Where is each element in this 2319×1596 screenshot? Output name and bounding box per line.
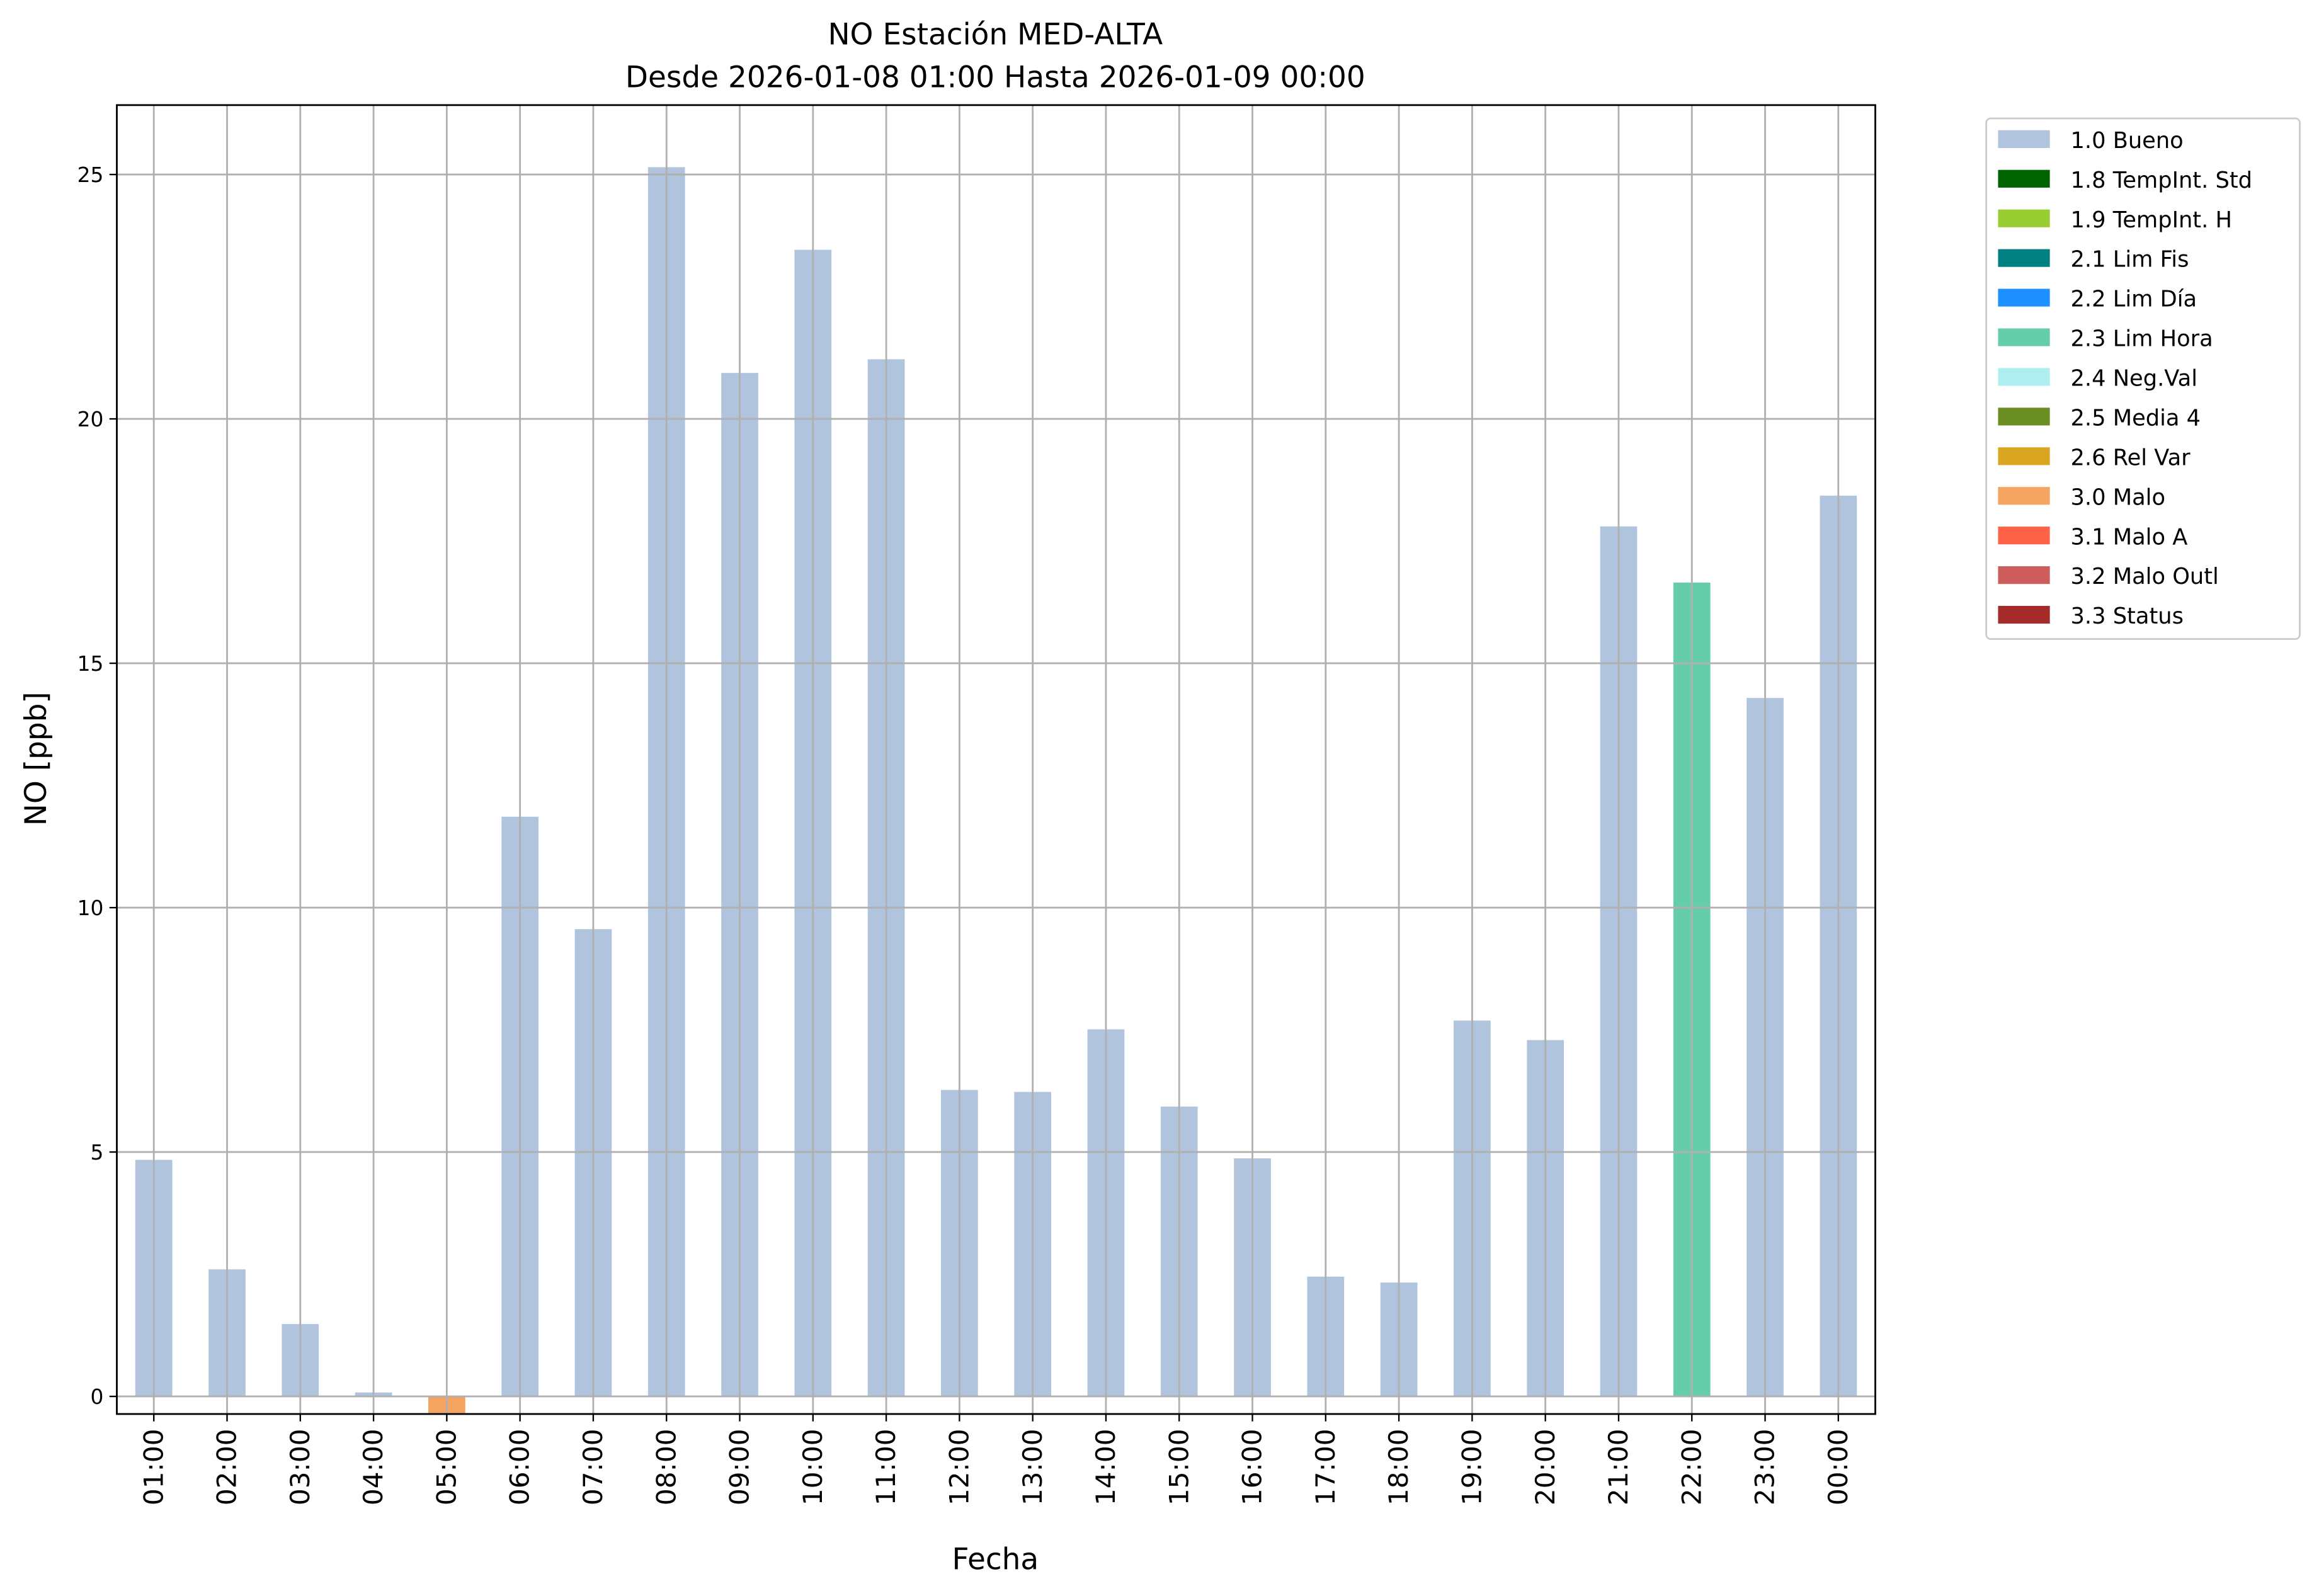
legend-swatch [1998,605,2050,624]
legend-swatch [1998,487,2050,505]
legend-swatch [1998,249,2050,267]
x-axis-label: Fecha [952,1542,1039,1577]
x-tick-label: 11:00 [870,1429,901,1506]
legend-label: 2.6 Rel Var [2071,445,2191,470]
x-tick-label: 03:00 [285,1429,316,1506]
y-tick-label: 25 [77,162,104,187]
legend-label: 1.9 TempInt. H [2071,207,2232,233]
x-tick-label: 13:00 [1017,1429,1048,1506]
bars [135,167,1857,1413]
x-tick-label: 06:00 [504,1429,535,1506]
legend: 1.0 Bueno 1.8 TempInt. Std 1.9 TempInt. H 2… [1985,117,2301,640]
x-tick-label: 19:00 [1456,1429,1487,1506]
x-tick-label: 01:00 [138,1429,169,1506]
x-tick-label: 00:00 [1823,1429,1854,1506]
legend-swatch [1998,527,2050,545]
x-tick-label: 04:00 [358,1429,389,1506]
x-tick-label: 08:00 [651,1429,681,1506]
legend-label: 1.8 TempInt. Std [2071,168,2252,193]
x-tick-label: 17:00 [1310,1429,1341,1506]
legend-label: 1.0 Bueno [2071,128,2184,154]
legend-swatch [1998,408,2050,426]
x-tick-label: 02:00 [212,1429,242,1506]
x-tick-label: 18:00 [1383,1429,1414,1506]
y-tick-label: 15 [77,651,104,676]
y-tick-label: 20 [77,407,104,431]
legend-label: 2.5 Media 4 [2071,405,2201,431]
legend-swatch [1998,566,2050,584]
x-tick-label: 16:00 [1237,1429,1268,1506]
legend-swatch [1998,130,2050,148]
x-tick-label: 05:00 [431,1429,462,1506]
plot-frame [116,104,1876,1415]
x-tick-label: 10:00 [797,1429,828,1506]
x-tick-label: 14:00 [1090,1429,1121,1506]
x-ticks: 01:00 02:00 03:00 04:00 05:00 06:00 07:00 08:00… [138,1414,1854,1505]
x-tick-label: 20:00 [1530,1429,1561,1506]
y-tick-label: 10 [77,896,104,920]
legend-swatch [1998,169,2050,188]
legend-label: 2.2 Lim Día [2071,287,2197,312]
legend-swatch [1998,209,2050,227]
legend-label: 2.1 Lim Fis [2071,247,2189,273]
legend-label: 3.3 Status [2071,603,2184,629]
x-tick-label: 23:00 [1750,1429,1781,1506]
legend-label: 2.4 Neg.Val [2071,366,2198,392]
x-tick-label: 09:00 [724,1429,755,1506]
legend-swatch [1998,447,2050,465]
y-tick-label: 0 [90,1384,103,1409]
legend-label: 3.2 Malo Outl [2071,564,2219,590]
legend-label: 3.1 Malo A [2071,524,2188,550]
y-tick-label: 5 [90,1140,103,1165]
legend-label: 3.0 Malo [2071,484,2166,510]
x-tick-label: 21:00 [1603,1429,1634,1506]
legend-swatch [1998,368,2050,386]
y-ticks: 0 5 10 15 20 25 [77,162,117,1409]
legend-swatch [1998,288,2050,307]
grid [117,105,1876,1415]
x-tick-label: 12:00 [943,1429,974,1506]
y-axis-label: NO [ppb] [19,692,54,826]
chart-subtitle: Desde 2026-01-08 01:00 Hasta 2026-01-09 … [625,60,1365,95]
chart-title: NO Estación MED-ALTA [828,18,1163,52]
legend-label: 2.3 Lim Hora [2071,326,2213,352]
legend-swatch [1998,328,2050,346]
x-tick-label: 15:00 [1163,1429,1194,1506]
x-tick-label: 07:00 [578,1429,608,1506]
x-tick-label: 22:00 [1676,1429,1707,1506]
